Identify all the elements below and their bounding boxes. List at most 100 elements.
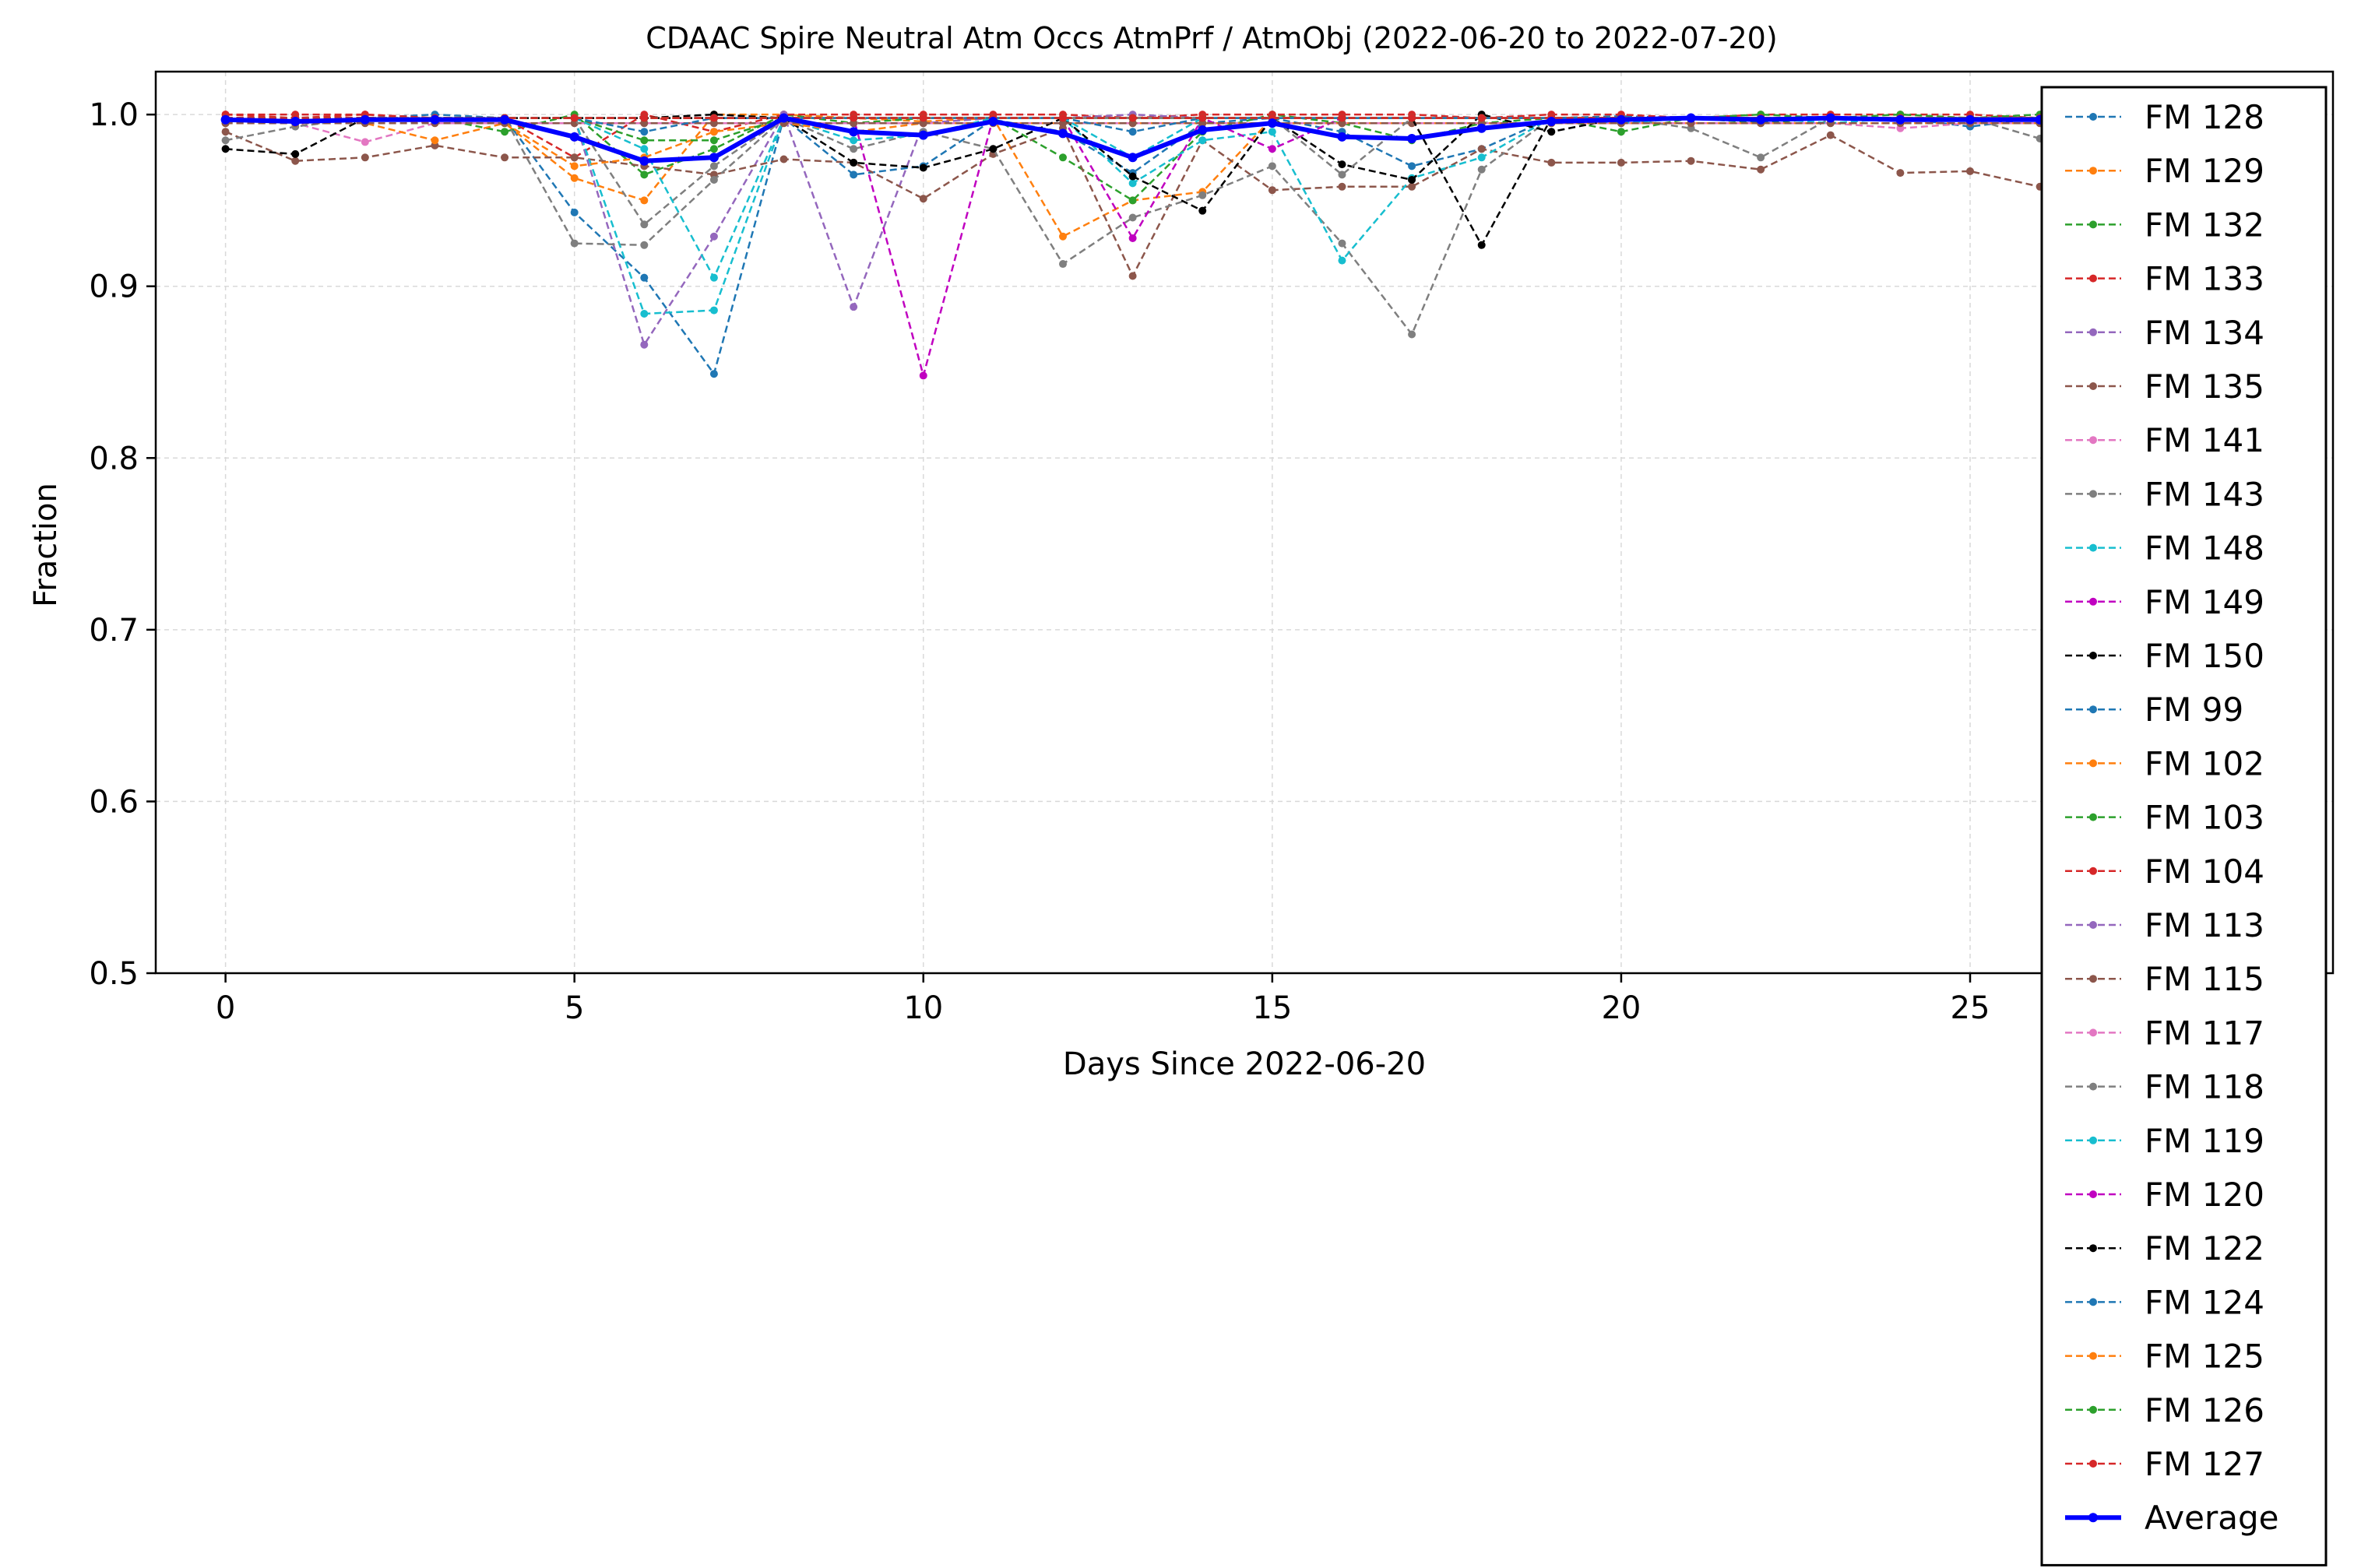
x-tick-label: 5 [565, 990, 584, 1026]
data-point [1128, 213, 1137, 222]
data-point [1267, 118, 1277, 128]
legend-marker [2089, 1405, 2097, 1414]
data-point [640, 171, 649, 179]
data-point [640, 241, 649, 249]
data-point [1757, 165, 1765, 174]
data-point [1408, 182, 1416, 191]
data-point [640, 310, 649, 318]
data-point [709, 370, 718, 378]
legend-entry: FM 125 [2065, 1338, 2264, 1376]
legend-label: FM 134 [2145, 314, 2264, 352]
data-point [1825, 113, 1835, 123]
legend-entry: FM 134 [2065, 314, 2264, 352]
legend-marker [2089, 921, 2097, 929]
data-point [1757, 153, 1765, 162]
legend-marker [2089, 274, 2097, 283]
data-point [709, 175, 718, 184]
data-point [640, 196, 649, 205]
data-point [918, 130, 928, 140]
legend-entry: FM 143 [2065, 475, 2264, 513]
data-point [919, 371, 927, 380]
x-tick-label: 10 [903, 990, 943, 1026]
data-point [1477, 153, 1486, 162]
data-point [1476, 123, 1487, 133]
legend-label: FM 102 [2145, 744, 2264, 782]
legend-entry: FM 124 [2065, 1283, 2264, 1321]
legend-entry: FM 149 [2065, 583, 2264, 621]
data-point [640, 220, 649, 229]
data-point [361, 153, 369, 162]
legend-entry: FM 132 [2065, 206, 2264, 244]
legend-label: FM 128 [2145, 98, 2264, 136]
plot-frame [154, 70, 2335, 975]
data-point [850, 303, 858, 311]
legend-entry: FM 102 [2065, 744, 2264, 782]
y-tick-label: 0.9 [89, 269, 139, 305]
legend-entry: FM 103 [2065, 799, 2264, 837]
data-point [640, 114, 649, 122]
data-point [1128, 234, 1137, 242]
data-point [919, 163, 927, 172]
data-point [1337, 132, 1347, 142]
data-point [1687, 156, 1695, 165]
series-group [220, 111, 2254, 380]
data-point [1128, 272, 1137, 280]
legend-label: FM 132 [2145, 206, 2264, 244]
data-point [1268, 186, 1276, 195]
legend-marker [2089, 975, 2097, 983]
legend-entry: FM 122 [2065, 1229, 2264, 1267]
legend-marker [2089, 167, 2097, 175]
data-point [1338, 160, 1346, 169]
legend-entry: FM 118 [2065, 1068, 2264, 1106]
data-point [290, 116, 301, 126]
data-point [220, 114, 230, 125]
data-point [1826, 131, 1835, 139]
data-point [850, 145, 858, 153]
legend-label: FM 124 [2145, 1283, 2264, 1321]
legend-box [2040, 86, 2328, 1566]
data-point [570, 153, 579, 162]
data-point [1059, 232, 1067, 241]
data-point [1477, 165, 1486, 174]
data-point [1477, 145, 1486, 153]
data-point [1059, 153, 1067, 162]
y-tick-label: 0.5 [89, 956, 139, 992]
legend-marker [2089, 328, 2097, 336]
data-point [709, 136, 718, 145]
data-point [640, 273, 649, 282]
data-point [850, 136, 858, 145]
legend-label: FM 104 [2145, 853, 2264, 891]
data-point [1408, 162, 1416, 171]
x-tick-label: 0 [216, 990, 235, 1026]
data-point [1965, 114, 1975, 125]
chart-title: CDAAC Spire Neutral Atm Occs AtmPrf / At… [646, 21, 1777, 55]
data-point [1546, 116, 1557, 126]
legend-entry: FM 148 [2065, 529, 2264, 568]
data-point [501, 128, 509, 136]
legend-label: FM 141 [2145, 421, 2264, 459]
data-point [640, 136, 649, 145]
data-point [709, 153, 719, 163]
legend-marker [2088, 1513, 2098, 1523]
data-point [989, 145, 998, 153]
legend-label: FM 127 [2145, 1445, 2264, 1483]
legend-marker [2089, 759, 2097, 768]
data-point [1198, 191, 1207, 199]
data-point [221, 128, 230, 136]
data-point [850, 114, 858, 122]
legend-marker [2089, 1352, 2097, 1360]
data-point [779, 113, 789, 123]
data-point [221, 136, 230, 145]
data-point [221, 145, 230, 153]
data-point [1477, 114, 1486, 122]
data-point [988, 116, 998, 126]
data-point [1198, 114, 1207, 122]
legend-label: FM 126 [2145, 1391, 2264, 1429]
data-point [570, 174, 579, 182]
legend-entry: FM 129 [2065, 152, 2264, 190]
data-point [1547, 158, 1556, 167]
x-axis-label: Days Since 2022-06-20 [1063, 1046, 1426, 1082]
data-point [1128, 179, 1137, 188]
data-point [501, 153, 509, 162]
